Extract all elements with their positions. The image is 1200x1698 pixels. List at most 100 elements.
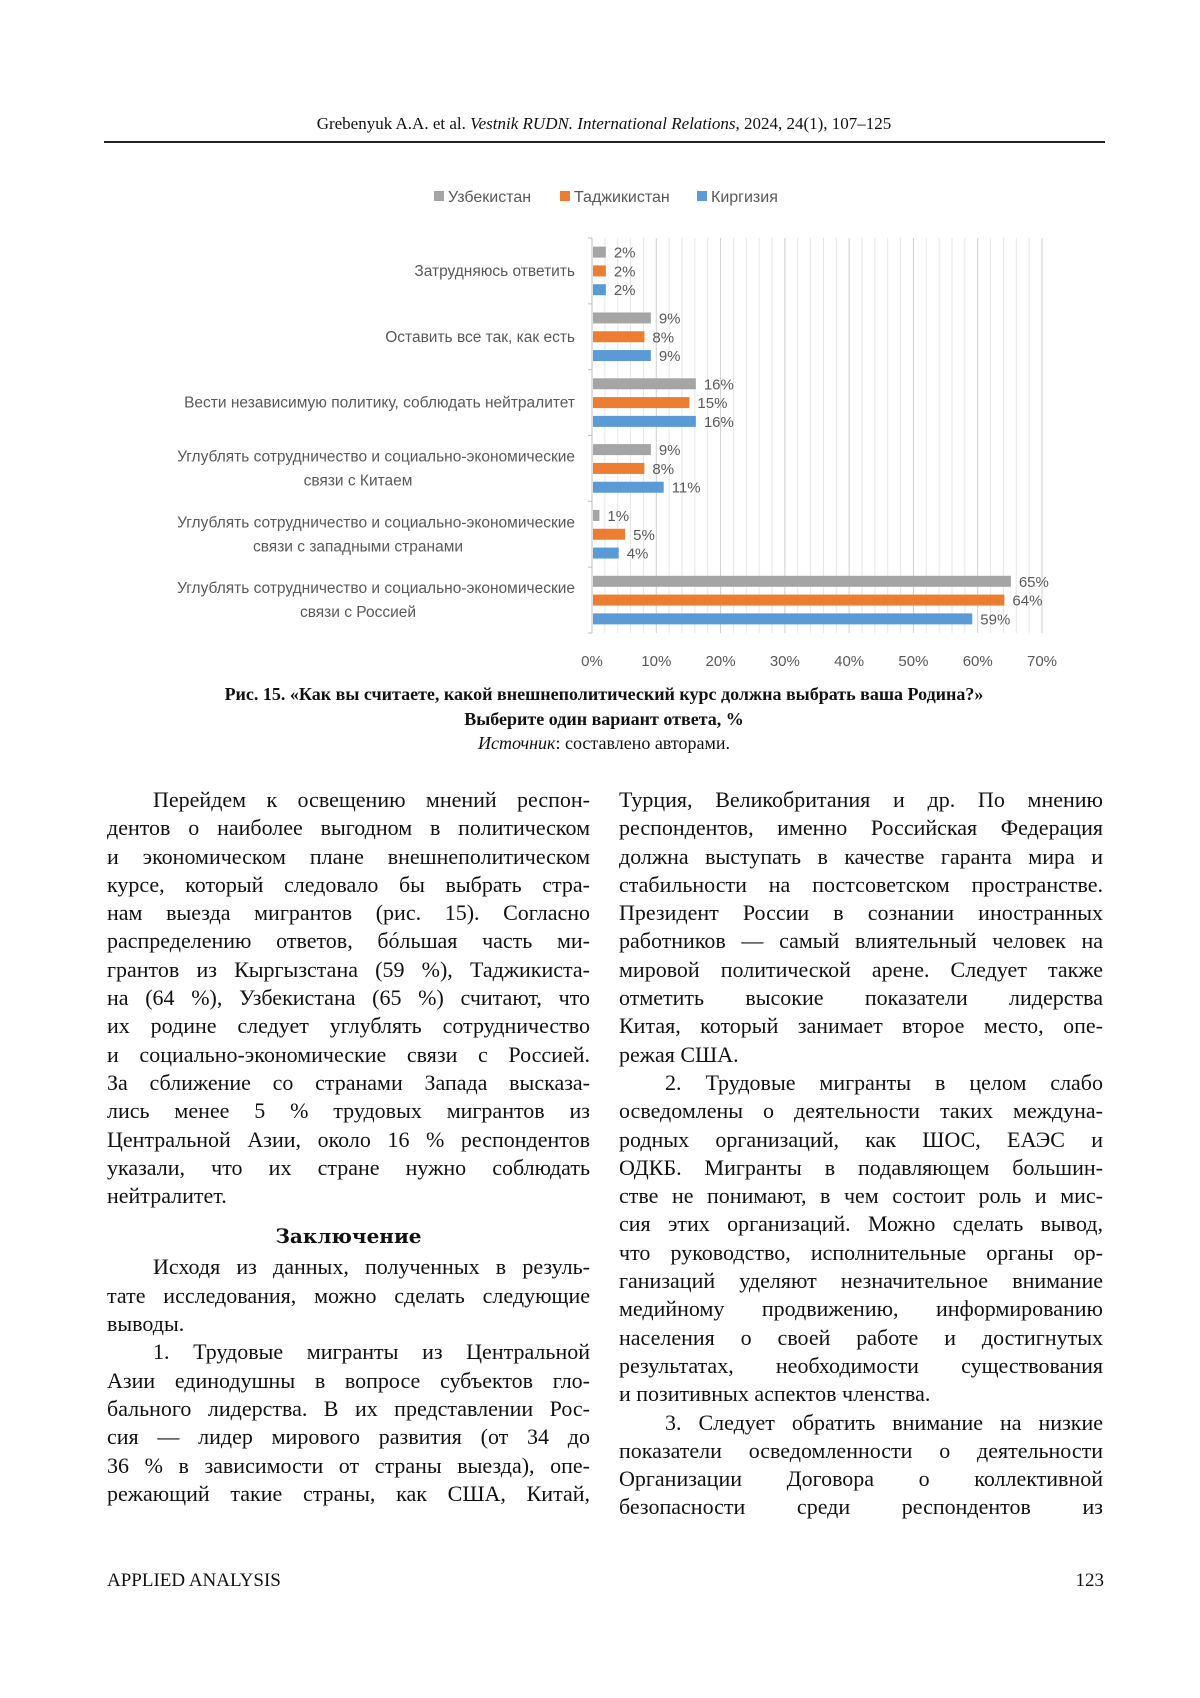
bar-Таджикистан — [593, 595, 1004, 606]
text-line: осведомлены о деятельности таких междуна… — [619, 1097, 1103, 1125]
data-label: 16% — [704, 414, 734, 431]
paragraph: Турция, Великобритания и др. По мнениюре… — [619, 786, 1103, 1069]
text-line: мировой политической арене. Следует такж… — [619, 956, 1103, 984]
category-label: Углублять сотрудничество и социально-эко… — [177, 514, 575, 531]
category-label: связи с Россией — [300, 604, 416, 621]
source-label: Источник — [478, 733, 555, 753]
data-label: 8% — [652, 329, 674, 346]
text-line: населения о своей работе и достигнутых — [619, 1324, 1103, 1352]
bar-Таджикистан — [593, 463, 644, 474]
text-line: нам выезда мигрантов (рис. 15). Согласно — [107, 899, 590, 927]
text-line: и экономическом плане внешнеполитическом — [107, 843, 590, 871]
text-line: 2. Трудовые мигранты в целом слабо — [619, 1069, 1103, 1097]
text-line: медийному продвижению, информированию — [619, 1295, 1103, 1323]
text-line: распределению ответов, бóльшая часть ми- — [107, 927, 590, 955]
category-label: связи с западными странами — [253, 538, 463, 555]
text-line: показатели осведомленности о деятельност… — [619, 1437, 1103, 1465]
right-column: Турция, Великобритания и др. По мнениюре… — [619, 786, 1103, 1522]
bar-Таджикистан — [593, 529, 625, 540]
bar-Киргизия — [593, 350, 651, 361]
data-label: 9% — [659, 348, 681, 365]
paragraph: Исходя из данных, полученных в резуль-та… — [107, 1253, 590, 1338]
data-label: 64% — [1012, 593, 1042, 610]
text-line: курсе, который следовало бы выбрать стра… — [107, 871, 590, 899]
paragraph: Перейдем к освещению мнений респон-денто… — [107, 786, 590, 1210]
x-tick-label: 20% — [706, 653, 736, 670]
data-label: 11% — [672, 480, 701, 497]
data-label: 8% — [652, 461, 674, 478]
text-line: респондентов, именно Российская Федераци… — [619, 814, 1103, 842]
text-line: сия — лидер мирового развития (от 34 до — [107, 1423, 590, 1451]
paragraph: 2. Трудовые мигранты в целом слабоосведо… — [619, 1069, 1103, 1409]
text-line: результатах, необходимости существования — [619, 1352, 1103, 1380]
header-journal: Vestnik RUDN. International Relations — [470, 114, 735, 133]
legend-swatch — [697, 191, 707, 201]
category-label: связи с Китаем — [304, 472, 413, 489]
bar-Узбекистан — [593, 444, 651, 455]
text-line: бального лидерства. В их представлении Р… — [107, 1395, 590, 1423]
x-tick-label: 50% — [898, 653, 928, 670]
text-line: Китая, который занимает второе место, оп… — [619, 1012, 1103, 1040]
text-line: ОДКБ. Мигранты в подавляющем большин- — [619, 1154, 1103, 1182]
bar-Таджикистан — [593, 331, 644, 342]
text-line: лись менее 5 % трудовых мигрантов из — [107, 1097, 590, 1125]
category-label: Углублять сотрудничество и социально-эко… — [177, 580, 575, 597]
text-line: и социально-экономические связи с Россие… — [107, 1041, 590, 1069]
category-label: Затрудняюсь ответить — [414, 263, 575, 280]
data-label: 16% — [704, 376, 734, 393]
x-tick-label: 30% — [770, 653, 800, 670]
text-line: 3. Следует обратить внимание на низкие — [619, 1409, 1103, 1437]
text-line: что руководство, исполнительные органы о… — [619, 1239, 1103, 1267]
text-line: работников — самый влиятельный человек н… — [619, 927, 1103, 955]
legend-swatch — [560, 191, 570, 201]
legend-label: Узбекистан — [448, 189, 531, 206]
data-label: 9% — [659, 310, 681, 327]
category-label: Углублять сотрудничество и социально-эко… — [177, 448, 575, 465]
category-label: Вести независимую политику, соблюдать не… — [184, 395, 575, 412]
text-line: указали, что их стране нужно соблюдать — [107, 1154, 590, 1182]
text-line: и позитивных аспектов членства. — [619, 1380, 1103, 1408]
paragraph: 1. Трудовые мигранты из ЦентральнойАзии … — [107, 1338, 590, 1508]
header-issue: , 2024, 24(1), 107–125 — [735, 114, 891, 133]
x-tick-label: 40% — [834, 653, 864, 670]
text-line: Азии единодушны в вопросе субъектов гло- — [107, 1367, 590, 1395]
text-line: 36 % в зависимости от страны выезда), оп… — [107, 1452, 590, 1480]
paragraph: 3. Следует обратить внимание на низкиепо… — [619, 1409, 1103, 1522]
text-line: стабильности на постсоветском пространст… — [619, 871, 1103, 899]
text-line: безопасности среди респондентов из — [619, 1493, 1103, 1521]
data-label: 15% — [697, 395, 727, 412]
text-line: сия этих организаций. Можно сделать выво… — [619, 1210, 1103, 1238]
text-line: ганизаций уделяют незначительное внимани… — [619, 1267, 1103, 1295]
bar-Таджикистан — [593, 265, 606, 276]
bar-chart: 0%10%20%30%40%50%60%70%2%2%2%Затрудняюсь… — [0, 170, 1200, 680]
text-line: отметить высокие показатели лидерства — [619, 984, 1103, 1012]
data-label: 2% — [614, 245, 636, 262]
text-line: За сближение со странами Запада высказа- — [107, 1069, 590, 1097]
text-line: нейтралитет. — [107, 1182, 590, 1210]
text-line: Организации Договора о коллективной — [619, 1465, 1103, 1493]
figure-source: Источник: составлено авторами. — [0, 733, 1200, 754]
text-line: 1. Трудовые мигранты из Центральной — [107, 1338, 590, 1366]
text-line: Турция, Великобритания и др. По мнению — [619, 786, 1103, 814]
text-line: выводы. — [107, 1310, 590, 1338]
header-rule — [104, 141, 1105, 143]
text-line: должна выступать в качестве гаранта мира… — [619, 843, 1103, 871]
text-line: дентов о наиболее выгодном в политическо… — [107, 814, 590, 842]
x-tick-label: 0% — [581, 653, 603, 670]
bar-Узбекистан — [593, 378, 696, 389]
bar-Таджикистан — [593, 397, 689, 408]
source-text: : составлено авторами. — [555, 733, 730, 753]
text-line: Перейдем к освещению мнений респон- — [107, 786, 590, 814]
bar-Киргизия — [593, 416, 696, 427]
text-line: их родине следует углублять сотрудничест… — [107, 1012, 590, 1040]
bar-Узбекистан — [593, 576, 1011, 587]
footer-section: APPLIED ANALYSIS — [107, 1570, 281, 1592]
left-column: Перейдем к освещению мнений респон-денто… — [107, 786, 590, 1508]
x-tick-label: 60% — [963, 653, 993, 670]
bar-Узбекистан — [593, 247, 606, 258]
text-line: родных организаций, как ШОС, ЕАЭС и — [619, 1126, 1103, 1154]
data-label: 5% — [633, 527, 655, 544]
text-line: режающий такие страны, как США, Китай, — [107, 1480, 590, 1508]
text-line: грантов из Кыргызстана (59 %), Таджикист… — [107, 956, 590, 984]
bar-Узбекистан — [593, 312, 651, 323]
